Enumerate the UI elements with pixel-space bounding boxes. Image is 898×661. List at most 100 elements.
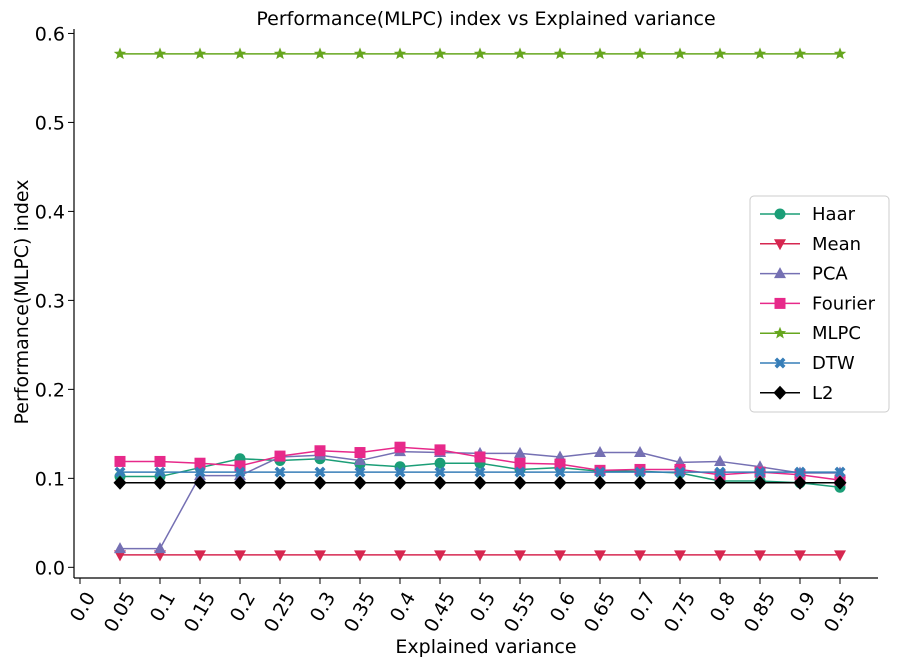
data-point-dtw xyxy=(834,466,846,478)
x-marker-stroke xyxy=(434,466,446,478)
x-marker-stroke xyxy=(274,466,286,478)
data-point-mean xyxy=(634,550,646,562)
data-point-haar xyxy=(434,457,446,469)
x-marker-stroke xyxy=(114,466,126,478)
data-point-mlpc xyxy=(633,47,647,60)
legend-item-pca: PCA xyxy=(760,264,848,285)
x-marker-stroke xyxy=(474,466,486,478)
legend-item-fourier: Fourier xyxy=(760,293,876,314)
x-tick-label: 0.6 xyxy=(546,588,580,625)
data-point-dtw xyxy=(794,466,806,478)
data-point-l2 xyxy=(673,475,687,490)
x-axis-title: Explained variance xyxy=(395,636,576,658)
chart-title: Performance(MLPC) index vs Explained var… xyxy=(256,8,715,30)
x-tick-label: 0.45 xyxy=(420,588,460,636)
series-l2 xyxy=(113,475,847,490)
data-point-dtw xyxy=(154,466,166,478)
data-point-fourier xyxy=(314,445,326,457)
data-point-l2 xyxy=(273,475,287,490)
data-point-mean xyxy=(474,550,486,562)
data-point-mlpc xyxy=(193,47,207,60)
series-fourier xyxy=(114,441,846,486)
legend-box xyxy=(749,195,890,413)
x-marker-stroke xyxy=(774,357,786,369)
data-point-mlpc xyxy=(273,47,287,60)
data-point-l2 xyxy=(833,475,847,490)
x-tick-label: 0.0 xyxy=(66,588,100,625)
x-tick-label: 0.2 xyxy=(226,588,260,625)
x-marker-stroke xyxy=(714,466,726,478)
legend-label: Haar xyxy=(812,204,856,225)
data-point-fourier xyxy=(394,441,406,453)
data-point-mlpc xyxy=(833,47,847,60)
data-point-mean xyxy=(394,550,406,562)
y-tick-label: 0.3 xyxy=(35,290,65,312)
data-point-pca xyxy=(154,542,166,554)
data-point-dtw xyxy=(314,466,326,478)
data-point-mean xyxy=(794,550,806,562)
data-point-dtw xyxy=(594,466,606,478)
data-point-dtw xyxy=(514,466,526,478)
legend-label: MLPC xyxy=(812,323,861,344)
series-mlpc xyxy=(113,47,847,60)
y-tick-label: 0.5 xyxy=(35,112,65,134)
data-point-l2 xyxy=(513,475,527,490)
series-dtw xyxy=(114,466,846,478)
data-point-l2 xyxy=(713,475,727,490)
x-marker-stroke xyxy=(794,466,806,478)
x-tick-label: 0.3 xyxy=(306,588,340,625)
data-point-mlpc xyxy=(233,47,247,60)
data-point-l2 xyxy=(393,475,407,490)
data-point-mlpc xyxy=(473,47,487,60)
data-point-mean xyxy=(834,550,846,562)
x-tick-label: 0.55 xyxy=(500,588,540,636)
data-point-fourier xyxy=(274,450,286,462)
data-point-mean xyxy=(754,550,766,562)
data-point-mlpc xyxy=(433,47,447,60)
x-tick-label: 0.65 xyxy=(580,588,620,636)
data-point-mean xyxy=(314,550,326,562)
legend-item-mlpc: MLPC xyxy=(760,323,861,344)
legend-item-l2: L2 xyxy=(760,383,833,404)
data-point-dtw xyxy=(394,466,406,478)
data-point-pca xyxy=(634,446,646,458)
data-point-mean xyxy=(194,550,206,562)
data-point-pca xyxy=(594,446,606,458)
data-point-pca xyxy=(514,446,526,458)
x-tick-label: 0.8 xyxy=(706,588,740,625)
data-point-fourier xyxy=(234,460,246,472)
x-tick-label: 0.15 xyxy=(180,588,220,636)
data-point-mean xyxy=(434,550,446,562)
data-point-dtw xyxy=(714,466,726,478)
data-point-fourier xyxy=(194,457,206,469)
data-point-fourier xyxy=(674,463,686,475)
legend-label: Fourier xyxy=(812,293,876,314)
x-marker-stroke xyxy=(514,466,526,478)
data-point-mlpc xyxy=(793,47,807,60)
x-marker-stroke xyxy=(234,466,246,478)
y-tick-label: 0.2 xyxy=(35,379,65,401)
data-point-fourier xyxy=(634,463,646,475)
data-point-fourier xyxy=(354,447,366,459)
data-point-l2 xyxy=(473,475,487,490)
data-point-fourier xyxy=(154,455,166,467)
data-point-dtw xyxy=(234,466,246,478)
data-point-mlpc xyxy=(153,47,167,60)
x-marker-stroke xyxy=(154,466,166,478)
data-point-dtw xyxy=(554,466,566,478)
x-marker-stroke xyxy=(394,466,406,478)
x-tick-label: 0.35 xyxy=(340,588,380,636)
data-point-dtw xyxy=(434,466,446,478)
data-point-pca xyxy=(114,542,126,554)
x-marker-stroke xyxy=(834,466,846,478)
legend-item-haar: Haar xyxy=(760,204,856,225)
data-point-mean xyxy=(354,550,366,562)
y-tick-label: 0.6 xyxy=(35,23,65,45)
x-marker-stroke xyxy=(674,466,686,478)
data-point-l2 xyxy=(313,475,327,490)
data-point-mlpc xyxy=(313,47,327,60)
x-marker-stroke xyxy=(634,466,646,478)
x-tick-label: 0.9 xyxy=(786,588,820,625)
data-point-dtw xyxy=(354,466,366,478)
data-point-dtw xyxy=(474,466,486,478)
